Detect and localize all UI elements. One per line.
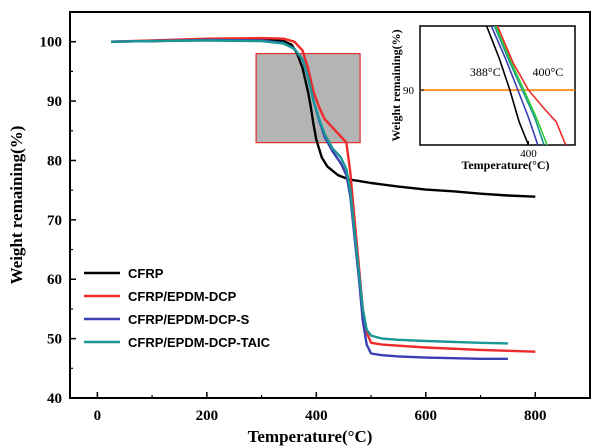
series-line-cfrp-epdm-dcp-taic: [111, 39, 508, 345]
x-tick-label: 800: [524, 408, 547, 424]
inset-line-cfrp-epdm-dcp-taic-light: [495, 26, 548, 145]
x-tick-label: 600: [415, 408, 438, 424]
y-tick-label: 50: [47, 332, 62, 348]
plot-frame: [69, 11, 591, 399]
inset-annotation-400: 400°C: [533, 65, 564, 79]
y-axis-title: Weight remaining(%): [7, 126, 26, 285]
legend: CFRP CFRP/EPDM-DCP CFRP/EPDM-DCP-S CFRP/EPD…: [84, 266, 271, 350]
y-tick-label: 60: [47, 272, 62, 288]
data-series: [111, 36, 536, 360]
inset-x-tick-label: 400: [520, 148, 537, 160]
y-tick-label: 100: [40, 35, 63, 51]
inset-line-cfrp: [485, 26, 530, 145]
x-tick-label: 0: [94, 408, 102, 424]
y-tick-label: 70: [47, 213, 62, 229]
y-tick-label: 40: [47, 391, 62, 407]
main-plot: 0 200 400 600 800 40 50 60 70 80 90 100 CFRP CFRP/EP…: [40, 11, 591, 424]
inset-line-cfrp-epdm-dcp-s: [490, 26, 539, 145]
legend-label-cfrp-epdm-dcp-taic: CFRP/EPDM-DCP-TAIC: [128, 335, 271, 350]
inset-y-tick-label: 90: [403, 85, 415, 97]
inset-y-axis-title: Weight remaining(%): [389, 29, 403, 141]
inset-line-cfrp-epdm-dcp: [496, 26, 567, 145]
legend-label-cfrp-epdm-dcp: CFRP/EPDM-DCP: [128, 289, 237, 304]
x-tick-label: 400: [305, 408, 328, 424]
inset-line-cfrp-epdm-dcp-taic: [493, 26, 545, 145]
legend-label-cfrp: CFRP: [128, 266, 164, 281]
series-line-cfrp: [111, 37, 536, 198]
series-line-cfrp-epdm-dcp: [111, 36, 536, 353]
x-tick-label: 200: [196, 408, 219, 424]
inset-x-axis-title: Temperature(°C): [461, 158, 549, 172]
inset-plot: 400 90 Temperature(°C) Weight remaining(%…: [389, 25, 576, 172]
x-axis-title: Temperature(°C): [248, 427, 373, 446]
axes: 0 200 400 600 800 40 50 60 70 80 90 100: [40, 11, 547, 424]
y-tick-label: 80: [47, 153, 62, 169]
y-tick-label: 90: [47, 94, 62, 110]
inset-series: 400 90: [403, 26, 575, 160]
inset-frame: [419, 25, 576, 146]
legend-label-cfrp-epdm-dcp-s: CFRP/EPDM-DCP-S: [128, 312, 250, 327]
inset-annotation-388: 388°C: [470, 65, 501, 79]
